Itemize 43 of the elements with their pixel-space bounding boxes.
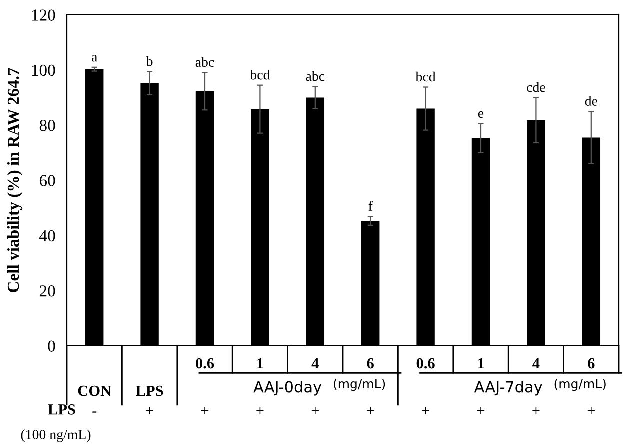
text: + [312, 407, 319, 414]
x-tick-label: CON [78, 386, 112, 396]
data-label: abc [306, 71, 325, 82]
text: + [146, 407, 154, 414]
data-label: e [478, 111, 484, 118]
y-tick-label: 100 [32, 64, 56, 76]
y-axis-title: Cell viability (%) in RAW 264.7 [7, 68, 23, 292]
data-label: de [585, 96, 598, 106]
text: (100 ng/mL) [21, 430, 91, 442]
y-tick-label: 80 [40, 120, 56, 132]
y-tick-label: 40 [40, 230, 56, 242]
text: + [367, 407, 374, 414]
data-label: b [146, 56, 153, 66]
text: + [422, 407, 430, 414]
data-label: a [92, 55, 98, 62]
x-tick-label: 4 [532, 358, 540, 369]
text: AAJ-0day [254, 380, 322, 396]
text: + [201, 407, 209, 414]
text: + [588, 407, 595, 414]
y-tick-label: 20 [40, 286, 56, 297]
data-label: bcd [416, 72, 436, 82]
text: + [532, 407, 540, 414]
x-tick-label: 1 [478, 358, 484, 369]
text: + [256, 407, 264, 414]
data-label: f [368, 201, 373, 211]
y-tick-label: 0 [48, 340, 56, 352]
text: + [477, 407, 485, 414]
text: LPS [48, 404, 76, 415]
x-tick-label: 6 [588, 358, 595, 369]
text: - [92, 412, 97, 413]
y-tick-label: 60 [40, 175, 56, 186]
data-label: cde [527, 82, 546, 92]
text: (mg/mL) [554, 379, 606, 392]
data-label: bcd [250, 70, 270, 80]
x-tick-label: 4 [312, 358, 319, 369]
x-tick-label: 1 [258, 358, 264, 369]
x-tick-label: 0.6 [416, 358, 435, 369]
x-tick-label: 6 [367, 358, 374, 369]
x-tick-label: 0.6 [196, 358, 214, 369]
data-label: abc [196, 57, 214, 68]
y-tick-label: 120 [32, 10, 56, 21]
text: (mg/mL) [334, 379, 386, 392]
text: AAJ-7day [474, 380, 542, 396]
